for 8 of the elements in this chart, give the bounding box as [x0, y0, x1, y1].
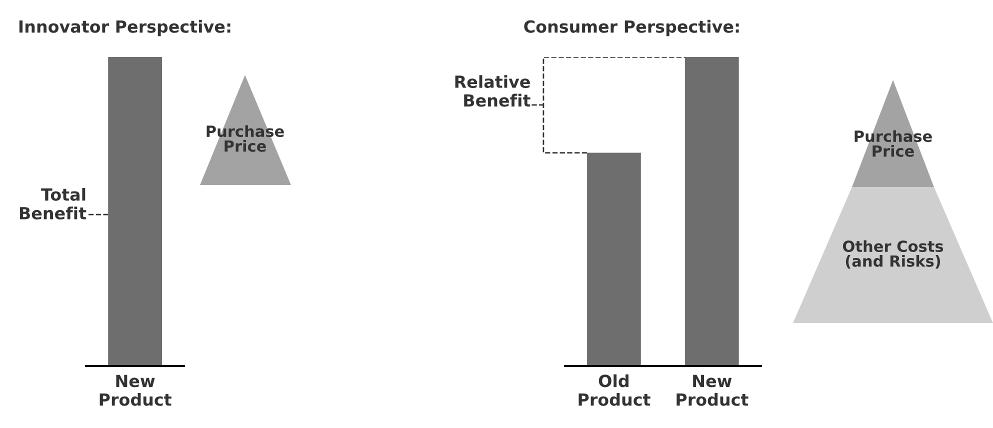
text: Relative Benefit — [455, 75, 530, 107]
text: Other Costs (and Risks) — [842, 240, 944, 269]
annotation: Total Benefit — [20, 188, 86, 220]
x-tick-label: New Product — [676, 374, 748, 406]
chart-title: Innovator Perspective: — [19, 20, 230, 36]
x-tick-label: New Product — [100, 374, 172, 406]
x-tick-label: Old Product — [578, 374, 650, 406]
chart-title: Consumer Perspective: — [524, 20, 739, 36]
